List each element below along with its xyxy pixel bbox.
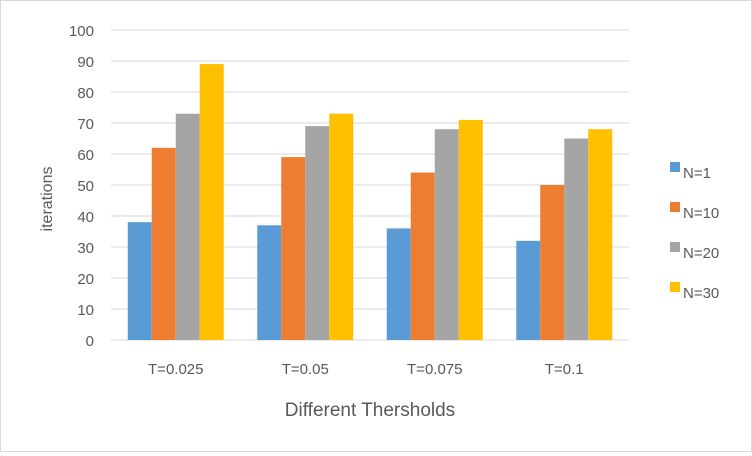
y-axis-label: iterations [39,167,56,232]
y-tick-label: 50 [77,178,94,195]
bar-n1-3 [386,228,411,340]
bar-n10-4 [540,185,565,340]
y-tick-label: 20 [77,271,94,288]
bar-n20-4 [564,138,589,340]
bar-n30-4 [588,129,613,340]
bar-n1-2 [257,225,282,340]
bar-n20-1 [175,113,200,340]
y-tick-label: 40 [77,209,94,226]
bar-n10-2 [281,157,306,340]
bar-n20-2 [305,126,330,340]
bar-n10-3 [410,172,435,340]
x-axis-ticks: T=0.025 T=0.05 T=0.075 T=0.1 [148,361,584,378]
bar-n30-3 [458,119,483,341]
legend-label: N=30 [683,285,719,302]
y-tick-label: 70 [77,116,94,133]
x-tick-label: T=0.075 [407,361,462,378]
bar-n10-1 [151,147,176,340]
bar-n30-2 [329,113,354,340]
legend-label: N=20 [683,245,719,262]
y-tick-label: 30 [77,240,94,257]
legend-label: N=10 [683,205,719,222]
x-tick-label: T=0.1 [545,361,584,378]
legend: N=1 N=10 N=20 N=30 [670,162,719,302]
legend-label: N=1 [683,165,711,182]
bar-n1-4 [516,240,541,340]
y-tick-label: 90 [77,54,94,71]
y-tick-label: 80 [77,85,94,102]
x-tick-label: T=0.05 [282,361,329,378]
x-axis-label: Different Thersholds [285,400,455,421]
y-tick-label: 10 [77,302,94,319]
bar-n1-1 [127,222,152,340]
x-tick-label: T=0.025 [148,361,203,378]
y-axis-ticks: 0 10 20 30 40 50 60 70 80 90 100 [69,23,94,350]
y-tick-label: 0 [86,333,94,350]
y-tick-label: 100 [69,23,94,40]
legend-swatch [670,242,680,252]
legend-swatch [670,162,680,172]
legend-swatch [670,202,680,212]
y-tick-label: 60 [77,147,94,164]
bar-n30-1 [199,64,224,340]
legend-swatch [670,282,680,292]
bars [127,64,613,341]
bar-n20-3 [434,129,459,340]
